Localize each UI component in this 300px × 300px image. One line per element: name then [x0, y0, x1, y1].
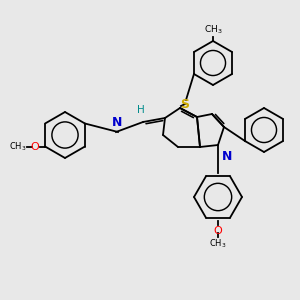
- Text: S: S: [181, 98, 190, 110]
- Text: CH$_3$: CH$_3$: [209, 238, 227, 250]
- Text: CH$_3$: CH$_3$: [204, 23, 222, 36]
- Text: N: N: [112, 116, 122, 129]
- Text: O: O: [30, 142, 39, 152]
- Text: H: H: [137, 105, 145, 115]
- Text: CH$_3$: CH$_3$: [8, 140, 26, 153]
- Text: N: N: [222, 150, 232, 163]
- Text: O: O: [214, 226, 222, 236]
